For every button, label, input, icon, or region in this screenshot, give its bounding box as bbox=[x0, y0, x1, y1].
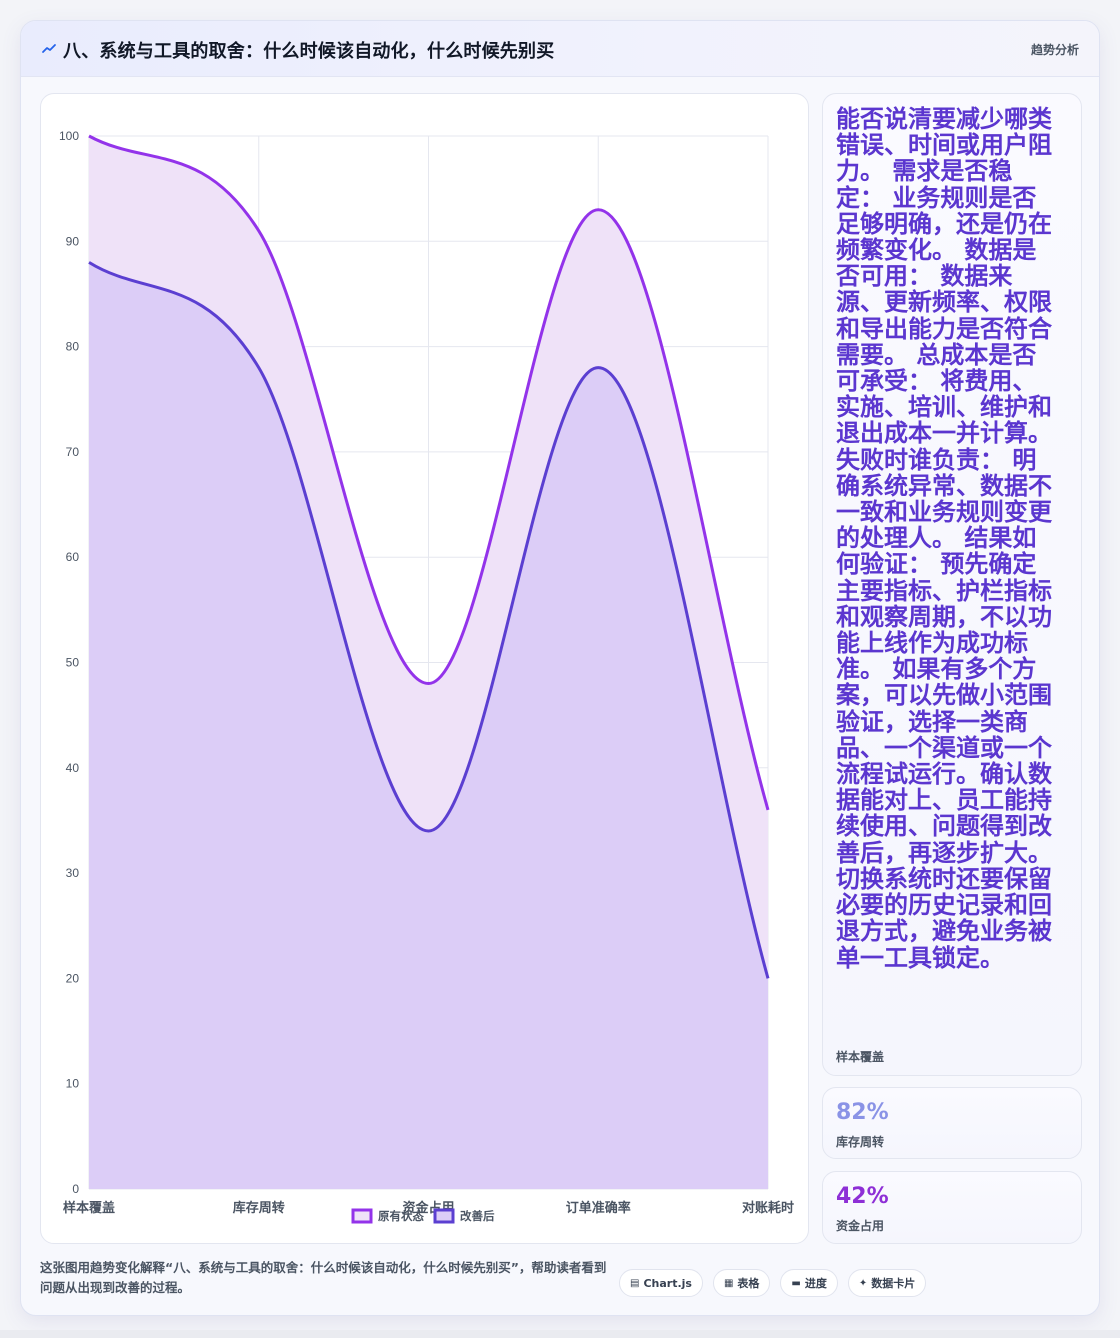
bottom-strip bbox=[0, 1330, 1120, 1338]
legend-label: 原有状态 bbox=[378, 1209, 424, 1223]
series-line-0 bbox=[88, 134, 770, 811]
y-tick-label: 100 bbox=[59, 129, 79, 143]
y-tick-label: 0 bbox=[72, 1182, 79, 1196]
x-tick-label: 库存周转 bbox=[233, 1200, 285, 1216]
chart-icon: ▤ bbox=[630, 1277, 640, 1289]
pill-label: 表格 bbox=[737, 1277, 760, 1290]
metric-value: 42% bbox=[836, 1184, 889, 1209]
y-tick-label: 20 bbox=[66, 971, 80, 985]
y-tick-label: 40 bbox=[66, 761, 80, 775]
sparkle-icon: ✦ bbox=[858, 1277, 868, 1289]
legend-swatch bbox=[433, 1208, 455, 1224]
y-tick-label: 90 bbox=[66, 234, 80, 248]
y-tick-label: 80 bbox=[66, 340, 80, 354]
page-title: 八、系统与工具的取舍：什么时候该自动化，什么时候先别买 bbox=[63, 41, 555, 62]
insight-card: 能否说清要减少哪类错误、时间或用户阻力。 需求是否稳定： 业务规则是否足够明确，… bbox=[822, 93, 1082, 1076]
metric-card-inventory: 82% 库存周转 bbox=[822, 1087, 1082, 1159]
x-tick-label: 样本覆盖 bbox=[63, 1200, 115, 1216]
y-tick-label: 70 bbox=[66, 445, 80, 459]
pill-label: 进度 bbox=[804, 1277, 827, 1290]
pill-label: 数据卡片 bbox=[871, 1277, 916, 1290]
main-card: 八、系统与工具的取舍：什么时候该自动化，什么时候先别买 趋势分析 0 10 20 30… bbox=[20, 20, 1100, 1316]
x-tick-label: 对账耗时 bbox=[742, 1200, 794, 1216]
trend-line-icon bbox=[42, 44, 56, 53]
pill-progress[interactable]: ▬ 进度 bbox=[780, 1269, 838, 1297]
metric-label: 资金占用 bbox=[836, 1219, 885, 1233]
legend-swatch bbox=[351, 1208, 373, 1224]
y-tick-label: 10 bbox=[66, 1077, 80, 1091]
chart-caption: 这张图用趋势变化解释“八、系统与工具的取舍：什么时候该自动化，什么时候先别买”，… bbox=[40, 1260, 607, 1295]
pill-table[interactable]: ▦ 表格 bbox=[712, 1269, 771, 1297]
header: 八、系统与工具的取舍：什么时候该自动化，什么时候先别买 趋势分析 bbox=[21, 21, 1099, 77]
pill-chartjs[interactable]: ▤ Chart.js bbox=[619, 1269, 703, 1297]
insight-text: 能否说清要减少哪类错误、时间或用户阻力。 需求是否稳定： 业务规则是否足够明确，… bbox=[836, 105, 1052, 972]
metric-card-capital: 42% 资金占用 bbox=[822, 1171, 1082, 1244]
pill-data-cards[interactable]: ✦ 数据卡片 bbox=[847, 1269, 927, 1297]
y-tick-label: 60 bbox=[66, 550, 80, 564]
metric-label: 库存周转 bbox=[836, 1135, 885, 1149]
series-line-1 bbox=[88, 261, 770, 979]
y-tick-label: 30 bbox=[66, 866, 80, 880]
pill-label: Chart.js bbox=[643, 1276, 692, 1290]
progress-icon: ▬ bbox=[791, 1277, 801, 1289]
header-tag: 趋势分析 bbox=[1030, 43, 1079, 57]
area-chart: 0102030405060708090100样本覆盖 库存周转 资金占用 订单准确率对… bbox=[59, 129, 794, 1224]
legend-label: 改善后 bbox=[460, 1209, 495, 1223]
tool-pills: ▤ Chart.js ▦ 表格 ▬ 进度 ✦ 数据卡片 bbox=[619, 1269, 927, 1297]
table-icon: ▦ bbox=[723, 1277, 734, 1289]
chart-panel: 0 10 20 30 40 50 60 70 80 90 100 样本覆盖 库存周转 资金占用 订单准确率对… bbox=[40, 93, 809, 1244]
y-tick-label: 50 bbox=[66, 656, 80, 670]
x-tick-label: 订单准确率 bbox=[566, 1200, 631, 1216]
series-area-1 bbox=[89, 262, 768, 1189]
metric-value: 82% bbox=[836, 1100, 889, 1125]
insight-label: 样本覆盖 bbox=[836, 1050, 885, 1064]
